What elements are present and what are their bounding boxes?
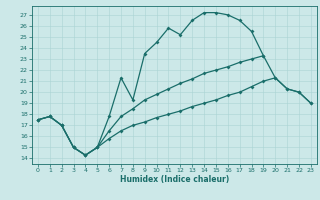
X-axis label: Humidex (Indice chaleur): Humidex (Indice chaleur) — [120, 175, 229, 184]
